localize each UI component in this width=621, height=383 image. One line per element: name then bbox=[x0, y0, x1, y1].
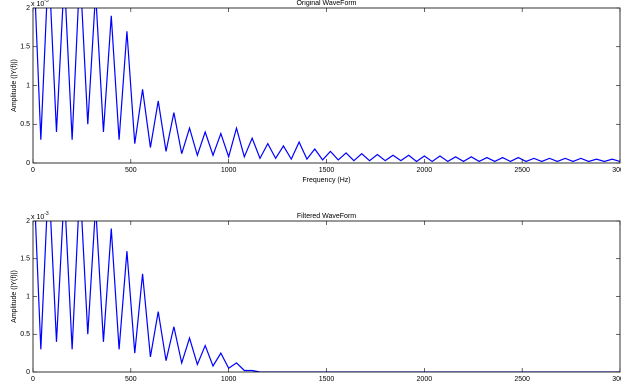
y-multiplier-base: x 10 bbox=[31, 214, 44, 221]
plot-title: Filtered WaveForm bbox=[297, 213, 356, 220]
plot-area bbox=[33, 8, 620, 163]
y-tick-label: 2 bbox=[26, 218, 30, 225]
x-tick-label: 0 bbox=[31, 376, 35, 383]
plot-area bbox=[33, 221, 620, 372]
y-axis-label: Amplitude (|Y(f)|) bbox=[11, 59, 18, 112]
x-tick-label: 500 bbox=[125, 167, 137, 174]
subplot: Original WaveForm Frequency (Hz) Amplitude… bbox=[11, 0, 621, 184]
x-tick-label: 1500 bbox=[319, 167, 335, 174]
y-tick-label: 0.5 bbox=[20, 331, 30, 338]
y-multiplier: x 10-3 bbox=[31, 211, 49, 221]
y-tick-label: 0 bbox=[26, 160, 30, 167]
y-multiplier-base: x 10 bbox=[31, 1, 44, 8]
y-tick-label: 1 bbox=[26, 293, 30, 300]
x-tick-label: 500 bbox=[125, 376, 137, 383]
y-axis-label: Amplitude (|Y(f)|) bbox=[11, 270, 18, 323]
x-tick-label: 2500 bbox=[514, 167, 530, 174]
x-tick-label: 1500 bbox=[319, 376, 335, 383]
spectrum-line bbox=[34, 221, 620, 372]
x-tick-label: 2500 bbox=[514, 376, 530, 383]
y-multiplier-exponent: -3 bbox=[44, 0, 49, 4]
y-tick-label: 1.5 bbox=[20, 44, 30, 51]
y-tick-label: 1 bbox=[26, 82, 30, 89]
x-axis-label: Frequency (Hz) bbox=[302, 177, 350, 184]
y-tick-label: 1.5 bbox=[20, 256, 30, 263]
x-tick-label: 2000 bbox=[417, 167, 433, 174]
y-tick-label: 0 bbox=[26, 369, 30, 376]
x-tick-label: 1000 bbox=[221, 167, 237, 174]
y-multiplier-exponent: -3 bbox=[44, 211, 49, 217]
y-tick-label: 2 bbox=[26, 5, 30, 12]
plot-title: Original WaveForm bbox=[296, 0, 356, 7]
x-tick-label: 0 bbox=[31, 167, 35, 174]
x-tick-label: 1000 bbox=[221, 376, 237, 383]
y-tick-label: 0.5 bbox=[20, 121, 30, 128]
y-multiplier: x 10-3 bbox=[31, 0, 49, 8]
x-tick-label: 2000 bbox=[417, 376, 433, 383]
